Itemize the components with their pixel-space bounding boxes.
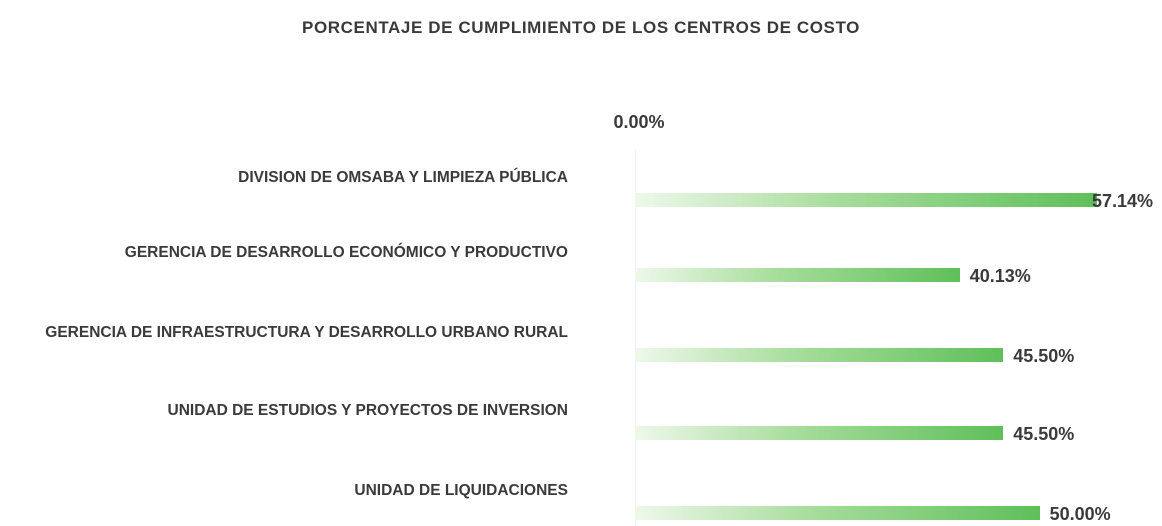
bar xyxy=(635,348,1004,362)
bar xyxy=(635,426,1004,440)
category-label: UNIDAD DE LIQUIDACIONES xyxy=(354,482,568,499)
bar xyxy=(635,506,1040,520)
category-label: GERENCIA DE INFRAESTRUCTURA Y DESARROLLO… xyxy=(45,324,568,341)
category-label-box: UNIDAD DE ESTUDIOS Y PROYECTOS DE INVERS… xyxy=(168,398,569,424)
category-label: GERENCIA DE DESARROLLO ECONÓMICO Y PRODU… xyxy=(124,244,568,261)
category-label: DIVISION DE OMSABA Y LIMPIEZA PÚBLICA xyxy=(238,169,568,186)
category-label-box: DIVISION DE OMSABA Y LIMPIEZA PÚBLICA xyxy=(238,165,568,191)
data-label: 45.50% xyxy=(1013,346,1075,366)
grid-line xyxy=(635,150,636,526)
x-tick-label: 0.00% xyxy=(613,112,665,132)
category-label: UNIDAD DE ESTUDIOS Y PROYECTOS DE INVERS… xyxy=(167,402,569,419)
category-label-box: UNIDAD DE LIQUIDACIONES xyxy=(354,478,568,504)
bar xyxy=(635,268,960,282)
data-label: 50.00% xyxy=(1049,504,1111,524)
category-label-box: GERENCIA DE INFRAESTRUCTURA Y DESARROLLO… xyxy=(45,320,568,346)
data-label: 57.14% xyxy=(1092,191,1154,211)
category-label-box: GERENCIA DE DESARROLLO ECONÓMICO Y PRODU… xyxy=(125,240,568,266)
chart-title: PORCENTAJE DE CUMPLIMIENTO DE LOS CENTRO… xyxy=(302,18,860,37)
data-label: 45.50% xyxy=(1013,424,1075,444)
bar xyxy=(635,193,1098,207)
data-label: 40.13% xyxy=(969,266,1031,286)
